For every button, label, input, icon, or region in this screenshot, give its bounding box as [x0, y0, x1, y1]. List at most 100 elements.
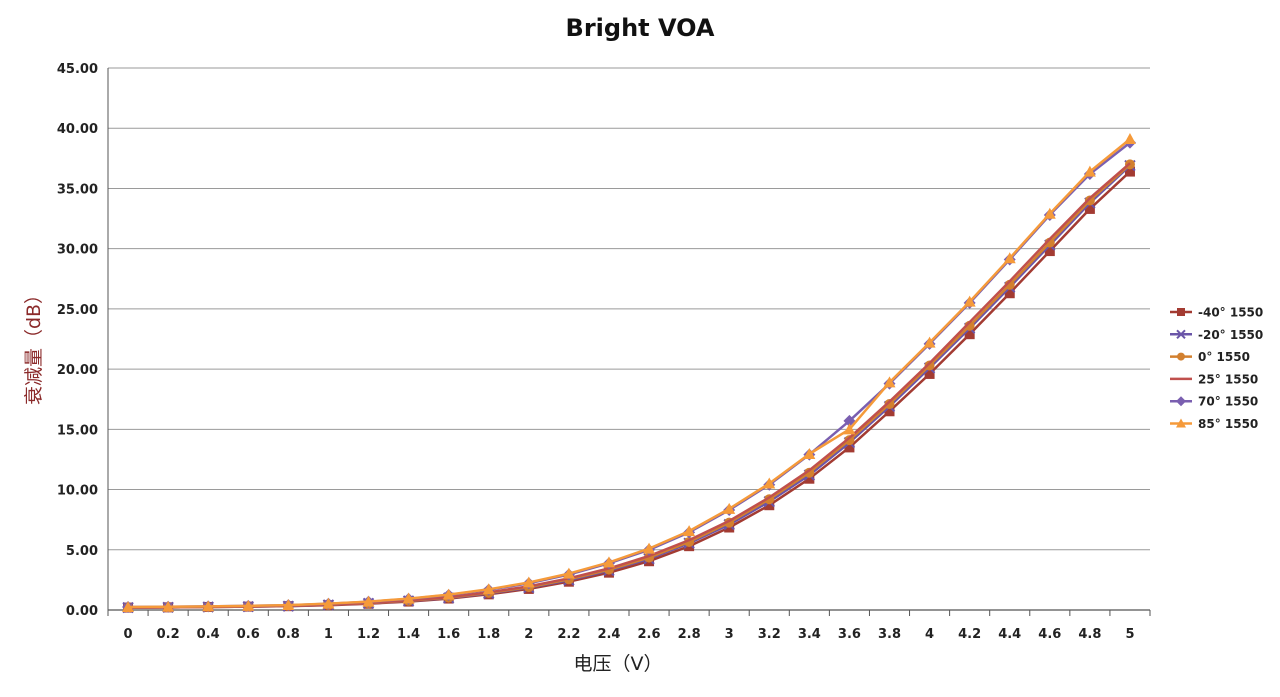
data-point [884, 406, 895, 417]
legend-entry: -40° 1550 [1170, 306, 1263, 320]
legend-label: -20° 1550 [1198, 328, 1263, 342]
data-point [1124, 166, 1135, 177]
data-point [122, 600, 135, 612]
legend-swatch-marker [1177, 352, 1185, 361]
x-tick-label: 0.6 [237, 627, 260, 642]
x-tick-label: 0 [124, 627, 133, 642]
x-tick-labels: 0 0.2 0.4 0.6 0.8 1 1.2 1.4 1.6 1.8 2 2.2 2.4 2.6 2.8 3… [124, 627, 1135, 642]
y-tick-label: 15.00 [57, 423, 98, 438]
data-point [242, 599, 255, 611]
x-tick-label: 2.2 [557, 627, 580, 642]
axes [107, 68, 1151, 616]
data-point [1084, 203, 1095, 214]
data-point [843, 423, 856, 435]
data-point [362, 595, 375, 607]
x-tick-label: 0.2 [157, 627, 180, 642]
legend-label: 25° 1550 [1198, 372, 1258, 386]
data-point [804, 467, 815, 478]
data-point [562, 567, 575, 579]
data-point [683, 525, 696, 537]
data-point [1084, 195, 1095, 206]
x-tick-label: 4.6 [1038, 627, 1061, 642]
data-point [522, 576, 535, 588]
x-tick-label: 5 [1125, 627, 1134, 642]
y-tick-label: 35.00 [57, 182, 98, 197]
data-point [482, 583, 495, 595]
y-tick-label: 0.00 [66, 604, 98, 619]
x-axis-label: 电压（V） [574, 653, 663, 675]
data-point [764, 500, 775, 511]
series-0 [123, 166, 1135, 613]
data-point [442, 588, 455, 600]
legend-entry: 85° 1550 [1170, 417, 1258, 431]
data-point [643, 542, 656, 554]
series-line [127, 141, 1131, 609]
x-tick-label: 3.6 [838, 627, 861, 642]
data-point [924, 368, 935, 379]
data-point [602, 556, 615, 568]
legend-swatch-marker [1176, 329, 1186, 340]
x-tick-label: 2.4 [597, 627, 620, 642]
data-point [1043, 207, 1056, 219]
series-3 [127, 162, 1131, 609]
data-point [963, 295, 976, 307]
chart-title: Bright VOA [566, 14, 715, 42]
series-line [127, 170, 1131, 609]
data-point [884, 399, 895, 410]
series-5 [122, 133, 1136, 612]
y-tick-label: 45.00 [57, 62, 98, 77]
series-line [127, 163, 1131, 609]
legend-swatch-marker [1176, 396, 1186, 407]
x-tick-label: 3.2 [758, 627, 781, 642]
legend-label: 70° 1550 [1198, 395, 1258, 409]
series-4 [122, 136, 1136, 613]
data-point [804, 473, 815, 484]
x-tick-label: 3.4 [798, 627, 821, 642]
legend-entry: 70° 1550 [1170, 395, 1258, 409]
x-tick-label: 2.6 [638, 627, 661, 642]
legend-entry: 25° 1550 [1170, 372, 1258, 386]
x-tick-label: 1.4 [397, 627, 420, 642]
series-line [127, 162, 1131, 609]
data-point [763, 477, 776, 489]
legend-label: -40° 1550 [1198, 306, 1263, 320]
data-point [202, 600, 215, 612]
x-tick-label: 1 [324, 627, 333, 642]
x-tick-label: 4 [925, 627, 934, 642]
x-tick-label: 4.2 [958, 627, 981, 642]
series-2 [123, 159, 1135, 613]
legend: -40° 1550 -20° 1550 0° 1550 25° 1550 70° 155… [1170, 306, 1263, 431]
gridlines [108, 67, 1150, 551]
y-tick-label: 5.00 [66, 544, 98, 559]
x-tick-label: 4.4 [998, 627, 1021, 642]
data-point [883, 376, 896, 388]
legend-entry: -20° 1550 [1170, 328, 1263, 342]
y-axis-label: 衰减量（dB） [23, 285, 45, 405]
series-line [127, 164, 1131, 609]
data-point [964, 329, 975, 340]
data-point [162, 600, 175, 612]
legend-swatch-marker [1176, 418, 1186, 428]
y-tick-label: 30.00 [57, 243, 98, 258]
series-lines [122, 133, 1136, 614]
data-point [1083, 165, 1096, 177]
data-point [1123, 133, 1136, 145]
x-tick-label: 3.8 [878, 627, 901, 642]
data-point [844, 442, 855, 453]
data-point [322, 597, 335, 609]
x-tick-label: 0.8 [277, 627, 300, 642]
data-point [282, 599, 295, 611]
legend-label: 85° 1550 [1198, 417, 1258, 431]
x-marker-stroke [1176, 329, 1186, 340]
data-point [803, 448, 816, 460]
y-tick-label: 10.00 [57, 484, 98, 499]
x-tick-label: 0.4 [197, 627, 220, 642]
data-point [1004, 288, 1015, 299]
series-line [127, 138, 1131, 609]
x-tick-label: 2.8 [678, 627, 701, 642]
data-point [923, 336, 936, 348]
legend-label: 0° 1550 [1198, 350, 1250, 364]
data-point [844, 435, 855, 446]
x-tick-label: 4.8 [1078, 627, 1101, 642]
data-point [1044, 246, 1055, 257]
